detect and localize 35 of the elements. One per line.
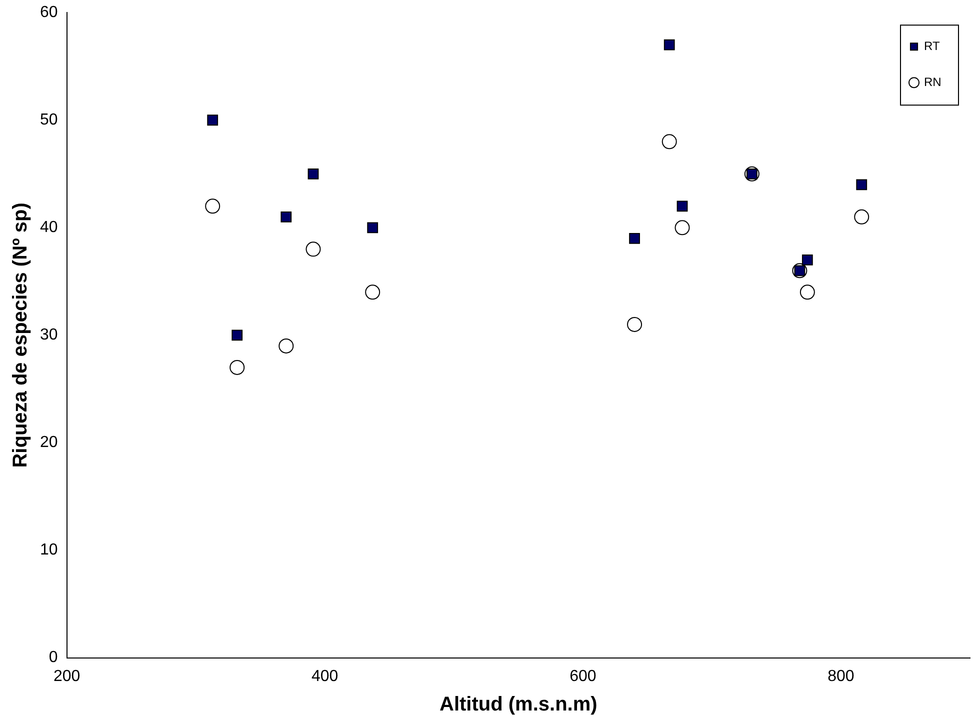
y-tick-label: 0	[48, 649, 58, 666]
point	[367, 222, 378, 234]
point	[280, 211, 292, 222]
y-tick-label: 10	[40, 542, 58, 559]
x-axis-title: Altitud (m.s.n.m)	[440, 694, 598, 716]
point	[676, 200, 688, 212]
point	[306, 242, 321, 257]
point	[856, 179, 868, 190]
y-tick-label: 50	[40, 112, 58, 129]
x-tick-label: 200	[53, 668, 80, 685]
point	[800, 284, 815, 300]
point	[308, 168, 319, 180]
x-tick-label: 600	[570, 668, 596, 685]
x-tick-label: 400	[312, 668, 338, 685]
x-tick-label: 800	[828, 668, 854, 685]
point	[205, 198, 220, 214]
point	[365, 284, 380, 300]
point	[662, 134, 677, 150]
point	[230, 360, 245, 375]
y-tick-label: 20	[40, 434, 58, 452]
y-axis-title: Riqueza de especies (Nº sp)	[10, 202, 32, 468]
point	[629, 232, 640, 244]
legend-label: RT	[924, 38, 940, 53]
point	[627, 316, 642, 332]
y-tick-label: 60	[40, 4, 58, 22]
point	[854, 209, 870, 224]
point	[802, 254, 813, 266]
y-tick-label: 30	[40, 326, 58, 344]
point	[664, 39, 675, 50]
point	[207, 114, 218, 126]
y-tick-label: 40	[40, 219, 58, 236]
point	[278, 338, 294, 354]
legend-label: RN	[924, 74, 942, 89]
point	[232, 330, 243, 341]
point	[674, 220, 690, 236]
